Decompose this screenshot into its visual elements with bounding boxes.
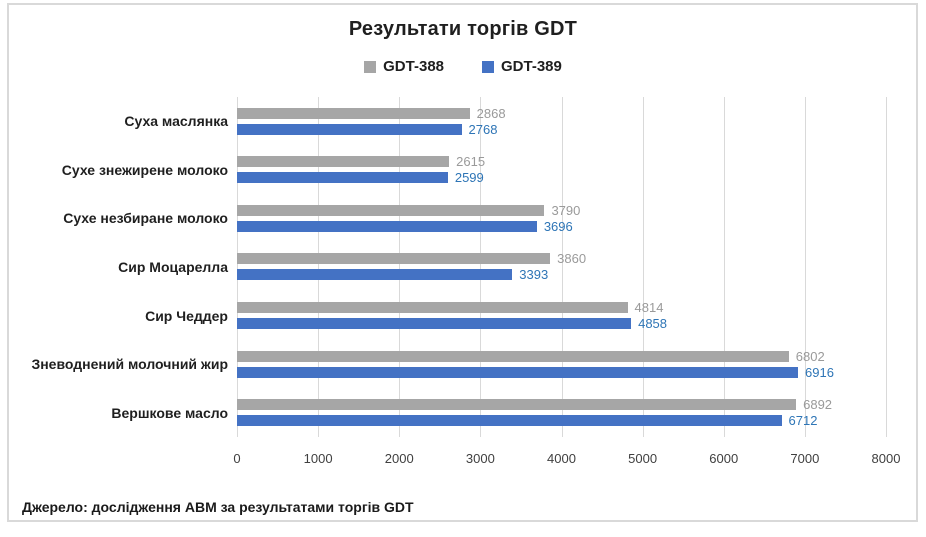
bar-gdt-389 xyxy=(237,318,632,330)
bar-gdt-389 xyxy=(237,269,513,281)
x-tick-label: 7000 xyxy=(790,451,820,466)
bar-line: 4858 xyxy=(237,316,886,332)
bar-line: 6802 xyxy=(237,348,886,364)
gridline xyxy=(561,97,563,437)
bar-gdt-389 xyxy=(237,172,448,184)
x-tick-label: 6000 xyxy=(709,451,739,466)
bar-line: 3696 xyxy=(237,218,886,234)
category-row: 6892 6712 xyxy=(237,388,886,437)
gridline xyxy=(642,97,644,437)
category-label: Зневоднений молочний жир xyxy=(31,356,228,373)
category-label: Сухе знежирене молоко xyxy=(61,161,228,178)
gridline xyxy=(480,97,482,437)
bar-line: 4814 xyxy=(237,300,886,316)
gridline xyxy=(886,97,887,437)
bar-line: 2768 xyxy=(237,121,886,137)
category-label: Сир Моцарелла xyxy=(118,258,228,275)
x-tick-label: 8000 xyxy=(871,451,901,466)
data-label-gdt-388: 3860 xyxy=(557,251,587,267)
gridlines xyxy=(237,97,887,437)
legend-label: GDT-389 xyxy=(501,58,562,75)
bar-gdt-389 xyxy=(237,220,537,232)
legend-label: GDT-388 xyxy=(383,58,444,75)
legend-item-gdt-389: GDT-389 xyxy=(482,58,562,75)
category-row: 3860 3393 xyxy=(237,243,886,292)
data-label-gdt-389: 6712 xyxy=(788,413,818,429)
bar-line: 6916 xyxy=(237,364,886,380)
source-note: Джерело: дослідження АВМ за результатами… xyxy=(22,499,414,515)
gridline xyxy=(723,97,725,437)
gridline xyxy=(318,97,320,437)
bar-gdt-389 xyxy=(237,366,799,378)
data-label-gdt-388: 2615 xyxy=(456,154,486,170)
plot-area: 2868 2768 2615 2599 3790 3696 3860 3393 4814 4858… xyxy=(237,97,887,437)
legend: GDT-388 GDT-389 xyxy=(0,58,926,75)
category-label: Сухе незбиране молоко xyxy=(63,210,228,227)
data-label-gdt-388: 3790 xyxy=(551,202,581,218)
category-row: 2615 2599 xyxy=(237,146,886,195)
data-label-gdt-389: 4858 xyxy=(638,316,668,332)
category-label: Суха маслянка xyxy=(124,113,228,130)
data-label-gdt-389: 6916 xyxy=(805,364,834,380)
data-label-gdt-389: 2599 xyxy=(454,170,484,186)
data-label-gdt-388: 6892 xyxy=(803,397,833,413)
x-tick-label: 5000 xyxy=(628,451,658,466)
category-row: 4814 4858 xyxy=(237,291,886,340)
gridline xyxy=(804,97,806,437)
bar-gdt-388 xyxy=(237,350,789,362)
x-tick-label: 2000 xyxy=(384,451,414,466)
bar-gdt-389 xyxy=(237,123,462,135)
bar-line: 2615 xyxy=(237,154,886,170)
legend-swatch-icon xyxy=(364,60,377,73)
legend-item-gdt-388: GDT-388 xyxy=(364,58,444,75)
category-row: 2868 2768 xyxy=(237,97,886,146)
bar-line: 2599 xyxy=(237,170,886,186)
bar-gdt-389 xyxy=(237,415,782,427)
bar-gdt-388 xyxy=(237,204,545,216)
data-label-gdt-389: 2768 xyxy=(468,121,498,137)
bar-line: 3860 xyxy=(237,251,886,267)
data-label-gdt-388: 4814 xyxy=(634,300,664,316)
x-tick-label: 4000 xyxy=(547,451,576,466)
bar-line: 2868 xyxy=(237,105,886,121)
bar-gdt-388 xyxy=(237,156,450,168)
bar-line: 6892 xyxy=(237,397,886,413)
x-tick-label: 0 xyxy=(233,451,241,466)
bar-gdt-388 xyxy=(237,107,470,119)
bar-line: 3393 xyxy=(237,267,886,283)
category-row: 6802 6916 xyxy=(237,340,886,389)
legend-swatch-icon xyxy=(482,60,494,73)
x-tick-label: 1000 xyxy=(303,451,333,466)
data-label-gdt-389: 3696 xyxy=(543,218,573,234)
category-label: Сир Чеддер xyxy=(145,307,228,324)
bar-gdt-388 xyxy=(237,253,551,265)
category-row: 3790 3696 xyxy=(237,194,886,243)
data-label-gdt-388: 6802 xyxy=(795,348,825,364)
bar-rows: 2868 2768 2615 2599 3790 3696 3860 3393 4814 4858… xyxy=(237,97,886,437)
gridline xyxy=(399,97,401,437)
gridline xyxy=(237,97,238,437)
category-axis: Суха маслянка Сухе знежирене молоко Сухе н… xyxy=(0,97,228,437)
data-label-gdt-388: 2868 xyxy=(476,105,506,121)
category-label: Вершкове масло xyxy=(111,404,228,421)
chart-title: Результати торгів GDT xyxy=(348,18,578,40)
bar-gdt-388 xyxy=(237,302,628,314)
data-label-gdt-389: 3393 xyxy=(519,267,549,283)
x-tick-label: 3000 xyxy=(465,451,495,466)
value-axis: 0 1000 2000 3000 4000 5000 6000 7000 8000 xyxy=(233,451,900,467)
bar-gdt-388 xyxy=(237,399,797,411)
bar-line: 6712 xyxy=(237,413,886,429)
bar-line: 3790 xyxy=(237,202,886,218)
